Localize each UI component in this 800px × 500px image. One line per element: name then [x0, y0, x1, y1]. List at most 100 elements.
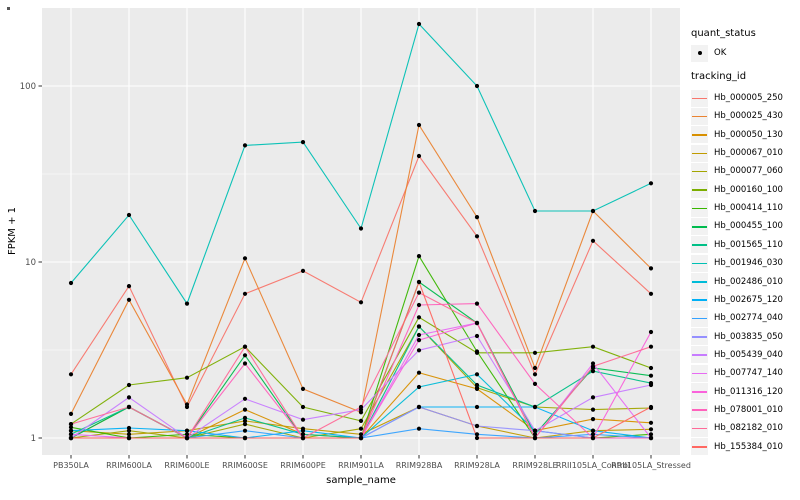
legend-line-icon	[692, 372, 707, 375]
data-point	[532, 208, 538, 214]
data-point	[242, 435, 248, 441]
legend-key-swatch	[691, 309, 708, 327]
data-point	[416, 315, 422, 320]
x-tick-label: RRII105LA_Stressed	[611, 461, 691, 470]
data-point	[242, 361, 248, 366]
data-point	[474, 215, 480, 220]
data-point	[532, 404, 538, 410]
legend-item-ok: OK	[691, 44, 726, 62]
legend-item-label: Hb_000005_250	[714, 93, 783, 103]
x-tick-label: RRIM600LE	[164, 461, 209, 470]
legend-key-swatch	[691, 162, 708, 180]
data-point	[242, 353, 248, 358]
legend-item-label: Hb_011316_120	[714, 386, 783, 397]
legend-item-label: Hb_002774_040	[714, 313, 783, 324]
data-point	[590, 395, 596, 400]
data-point	[474, 372, 480, 377]
data-point	[416, 384, 422, 390]
data-point	[184, 432, 190, 437]
data-point	[474, 349, 480, 354]
data-point	[68, 422, 74, 427]
legend-line-icon	[692, 317, 707, 320]
data-point	[648, 382, 654, 388]
data-point	[474, 320, 480, 326]
x-tick-label: RRIM928LE	[512, 461, 557, 470]
legend-line-icon	[692, 244, 707, 246]
data-point	[532, 432, 538, 437]
data-point	[184, 301, 190, 306]
legend-item-label: Hb_000455_100	[714, 221, 783, 232]
data-point	[126, 432, 132, 437]
data-point	[590, 208, 596, 214]
legend-line-icon	[692, 225, 707, 228]
legend-item-label: Hb_003835_050	[714, 331, 783, 342]
data-point	[532, 365, 538, 371]
data-point	[590, 417, 596, 422]
x-axis-title: sample_name	[326, 475, 396, 486]
data-point	[474, 432, 480, 437]
legend-item-Hb_000050_130: Hb_000050_130	[691, 126, 783, 144]
legend-key-swatch	[691, 89, 708, 107]
data-point	[416, 338, 422, 343]
legend-item-Hb_011316_120: Hb_011316_120	[691, 383, 783, 401]
legend-key-swatch	[691, 217, 708, 235]
legend-key-swatch	[691, 291, 708, 309]
data-point	[68, 411, 74, 416]
data-point	[648, 365, 654, 371]
legend-item-label: Hb_000050_130	[714, 129, 783, 140]
data-point	[184, 402, 190, 407]
x-tick-label: RRIM901LA	[338, 461, 384, 470]
data-point	[590, 364, 596, 369]
legend-title-quant-status: quant_status	[691, 28, 756, 39]
y-tick-label: 100	[20, 82, 36, 92]
y-axis-title: FPKM + 1	[7, 207, 18, 255]
data-point	[416, 404, 422, 410]
data-point	[300, 417, 306, 422]
data-point	[68, 428, 74, 433]
data-point	[532, 381, 538, 386]
data-point	[416, 290, 422, 295]
data-point	[590, 428, 596, 433]
data-point	[300, 435, 306, 441]
legend-key-swatch	[691, 236, 708, 254]
legend-item-Hb_002486_010: Hb_002486_010	[691, 273, 783, 291]
x-tick-label: RRIM600PE	[280, 461, 326, 470]
data-point	[126, 212, 132, 218]
data-point	[648, 435, 654, 441]
data-point	[416, 348, 422, 353]
legend-item-Hb_002774_040: Hb_002774_040	[691, 309, 783, 327]
data-point	[590, 369, 596, 374]
data-point	[300, 140, 306, 145]
legend-key-swatch	[691, 328, 708, 346]
legend-item-Hb_000025_430: Hb_000025_430	[691, 107, 783, 125]
data-point	[532, 372, 538, 377]
legend-title-tracking-id: tracking_id	[691, 71, 747, 82]
data-point	[300, 428, 306, 433]
data-point	[590, 238, 596, 243]
data-point	[416, 153, 422, 159]
legend-line-icon	[692, 115, 707, 118]
x-tick-label: RRIM600LA	[106, 461, 152, 470]
data-point	[68, 372, 74, 377]
data-point	[474, 435, 480, 441]
data-point	[648, 373, 654, 378]
data-point	[358, 426, 364, 431]
data-point	[358, 432, 364, 437]
data-point	[648, 291, 654, 296]
legend-item-label: Hb_000414_110	[714, 203, 783, 214]
legend-item-label: Hb_082182_010	[714, 423, 783, 434]
data-point	[300, 432, 306, 437]
legend-key-swatch	[691, 383, 708, 401]
data-point	[184, 375, 190, 380]
legend-key-swatch	[691, 199, 708, 217]
legend-item-Hb_078001_010: Hb_078001_010	[691, 401, 783, 419]
legend-line-icon	[692, 391, 707, 393]
data-point	[416, 254, 422, 259]
data-point	[416, 21, 422, 27]
legend-item-label: OK	[714, 48, 727, 58]
data-point	[126, 297, 132, 302]
legend-line-icon	[692, 152, 707, 155]
data-point	[242, 143, 248, 148]
legend-item-label: Hb_005439_040	[714, 349, 783, 360]
